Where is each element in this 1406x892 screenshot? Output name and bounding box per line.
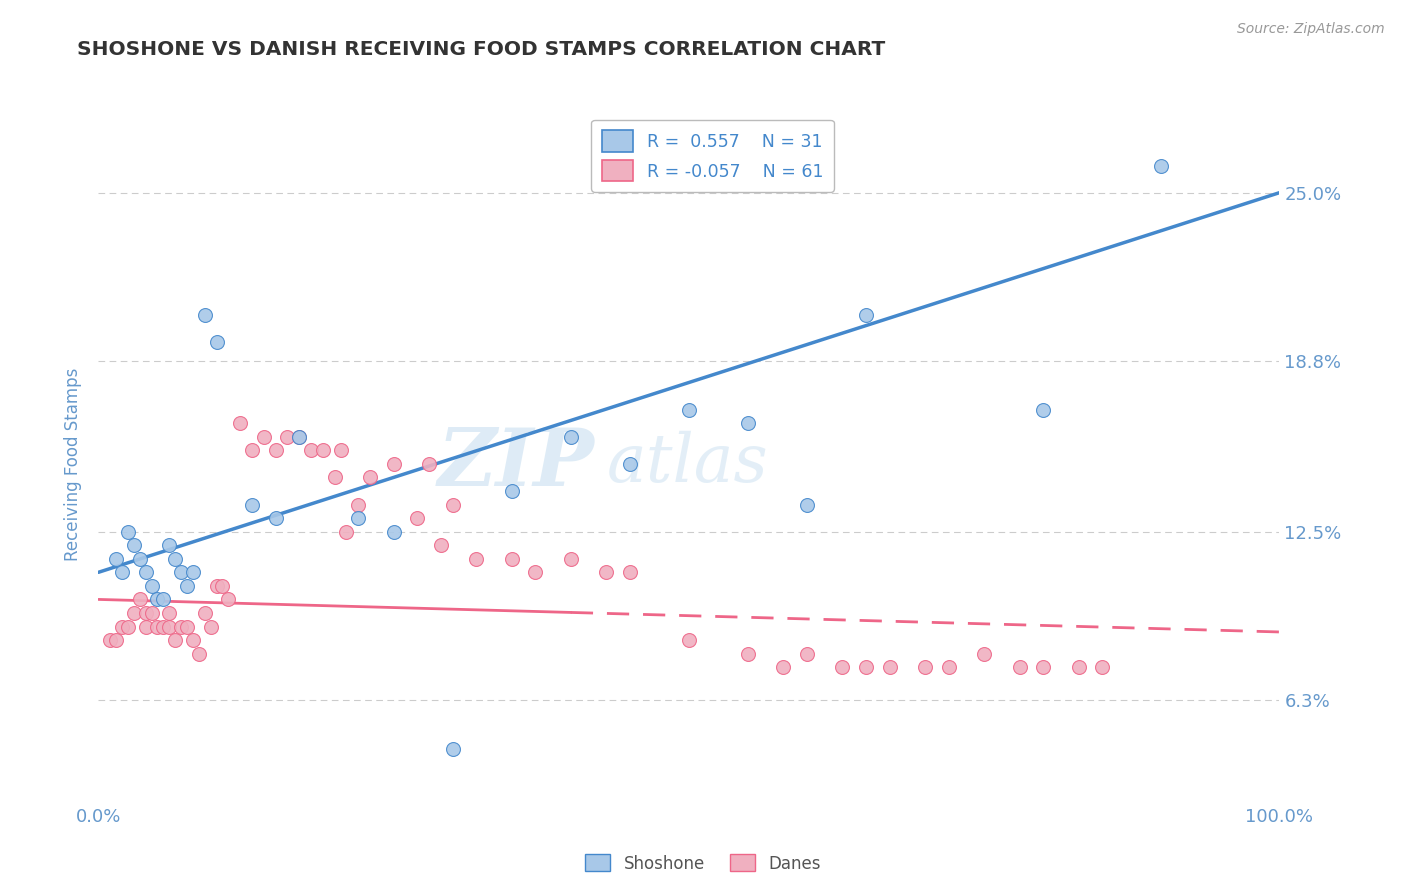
Point [441, 498, 464, 512]
Point [382, 524, 405, 539]
Point [240, 498, 263, 512]
Point [194, 606, 217, 620]
Point [595, 566, 617, 580]
Point [122, 606, 145, 620]
Point [165, 633, 187, 648]
Point [135, 619, 157, 633]
Point [441, 741, 464, 756]
Legend: R =  0.557    N = 31, R = -0.057    N = 61: R = 0.557 N = 31, R = -0.057 N = 61 [592, 120, 834, 192]
Point [122, 538, 145, 552]
Point [501, 483, 523, 498]
Point [619, 566, 641, 580]
Point [501, 551, 523, 566]
Point [276, 430, 298, 444]
Point [524, 566, 547, 580]
Point [938, 660, 960, 674]
Point [264, 443, 287, 458]
Point [323, 470, 346, 484]
Point [200, 619, 222, 633]
Legend: Shoshone, Danes: Shoshone, Danes [579, 847, 827, 880]
Text: ZIP: ZIP [437, 425, 595, 502]
Point [117, 619, 139, 633]
Point [347, 498, 370, 512]
Point [359, 470, 381, 484]
Point [1150, 159, 1173, 173]
Point [288, 430, 311, 444]
Point [205, 579, 228, 593]
Point [347, 511, 370, 525]
Point [135, 606, 157, 620]
Point [170, 619, 193, 633]
Point [1091, 660, 1114, 674]
Point [157, 538, 180, 552]
Point [796, 647, 818, 661]
Point [187, 647, 209, 661]
Point [430, 538, 453, 552]
Point [619, 457, 641, 471]
Point [288, 430, 311, 444]
Point [831, 660, 853, 674]
Point [176, 619, 198, 633]
Point [176, 579, 198, 593]
Point [194, 308, 217, 322]
Point [1032, 660, 1054, 674]
Point [170, 566, 193, 580]
Point [973, 647, 995, 661]
Point [141, 606, 163, 620]
Point [264, 511, 287, 525]
Point [205, 334, 228, 349]
Point [240, 443, 263, 458]
Point [678, 402, 700, 417]
Point [914, 660, 936, 674]
Point [128, 592, 150, 607]
Point [560, 551, 582, 566]
Point [406, 511, 429, 525]
Point [253, 430, 276, 444]
Point [135, 566, 157, 580]
Point [117, 524, 139, 539]
Point [98, 633, 121, 648]
Point [418, 457, 440, 471]
Point [181, 633, 204, 648]
Point [111, 566, 134, 580]
Text: SHOSHONE VS DANISH RECEIVING FOOD STAMPS CORRELATION CHART: SHOSHONE VS DANISH RECEIVING FOOD STAMPS… [77, 40, 886, 59]
Point [312, 443, 335, 458]
Point [382, 457, 405, 471]
Point [1032, 402, 1054, 417]
Point [146, 619, 169, 633]
Point [1067, 660, 1090, 674]
Point [465, 551, 488, 566]
Point [737, 647, 759, 661]
Point [737, 416, 759, 430]
Point [299, 443, 322, 458]
Point [165, 551, 187, 566]
Point [678, 633, 700, 648]
Point [879, 660, 901, 674]
Point [229, 416, 252, 430]
Point [1008, 660, 1031, 674]
Point [560, 430, 582, 444]
Point [128, 551, 150, 566]
Point [181, 566, 204, 580]
Point [111, 619, 134, 633]
Point [855, 660, 877, 674]
Point [335, 524, 357, 539]
Point [105, 633, 128, 648]
Text: Source: ZipAtlas.com: Source: ZipAtlas.com [1237, 22, 1385, 37]
Point [211, 579, 233, 593]
Point [157, 619, 180, 633]
Point [152, 619, 174, 633]
Point [855, 308, 877, 322]
Text: atlas: atlas [606, 431, 768, 497]
Point [141, 579, 163, 593]
Point [217, 592, 239, 607]
Point [105, 551, 128, 566]
Point [157, 606, 180, 620]
Point [146, 592, 169, 607]
Y-axis label: Receiving Food Stamps: Receiving Food Stamps [65, 368, 83, 560]
Point [796, 498, 818, 512]
Point [772, 660, 794, 674]
Point [329, 443, 352, 458]
Point [152, 592, 174, 607]
